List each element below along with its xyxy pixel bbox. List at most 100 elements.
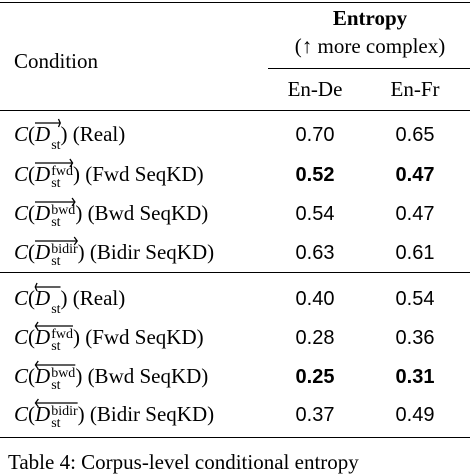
sub-sup: bwd st <box>51 366 76 393</box>
direction-arrow <box>35 360 75 370</box>
subscript: st <box>51 378 61 393</box>
sub-sup: st <box>51 302 61 317</box>
caption: Table 4: Corpus-level conditional entrop… <box>8 450 359 474</box>
value-cell: 0.54 <box>295 203 335 225</box>
header-rule <box>0 110 470 112</box>
condition-label: (Bwd SeqKD) <box>87 201 209 225</box>
function-symbol: C <box>14 364 29 388</box>
close-paren: ) <box>75 364 83 388</box>
value-cell: 0.40 <box>295 288 335 310</box>
sub-sup: fwd st <box>51 164 73 191</box>
open-paren: ( <box>28 325 36 349</box>
dataset-letter: D <box>35 122 51 146</box>
value-cell: 0.49 <box>395 404 435 426</box>
superscript: bwd <box>51 366 76 381</box>
condition: C(D fwd st) (Fwd SeqKD) <box>14 162 204 191</box>
function-symbol: C <box>14 122 29 146</box>
condition-label: (Fwd SeqKD) <box>85 162 204 186</box>
open-paren: ( <box>28 240 36 264</box>
condition: C(D bwd st) (Bwd SeqKD) <box>14 201 209 230</box>
function-symbol: C <box>14 201 29 225</box>
direction-arrow <box>35 236 78 246</box>
open-paren: ( <box>28 201 36 225</box>
value-cell: 0.31 <box>395 366 435 388</box>
superscript: bidir <box>51 242 78 257</box>
group-rule <box>268 68 470 69</box>
open-paren: ( <box>28 162 36 186</box>
column-header: En-Fr <box>390 77 440 101</box>
superscript: bidir <box>51 404 78 419</box>
value-cell: 0.47 <box>395 203 435 225</box>
close-paren: ) <box>75 201 83 225</box>
function-symbol: C <box>14 286 29 310</box>
subscript: st <box>51 254 61 269</box>
value-cell: 0.25 <box>295 366 335 388</box>
value-cell: 0.36 <box>395 327 435 349</box>
subscript: st <box>51 416 61 431</box>
close-paren: ) <box>60 122 68 146</box>
group-title: Entropy <box>332 6 408 30</box>
dataset-letter: D <box>35 364 51 388</box>
group-separator <box>0 272 470 274</box>
subscript: st <box>51 302 61 317</box>
dataset-letter: D <box>35 162 51 186</box>
value-cell: 0.54 <box>395 288 435 310</box>
dataset-letter: D <box>35 325 51 349</box>
condition: C(D bidir st) (Bidir SeqKD) <box>14 402 215 431</box>
direction-arrow <box>35 118 61 128</box>
sub-sup: bidir st <box>51 404 78 431</box>
direction-arrow <box>35 158 73 168</box>
direction-arrow <box>35 321 73 331</box>
superscript: bwd <box>51 203 76 218</box>
condition-header: Condition <box>14 49 99 73</box>
dataset-letter: D <box>35 201 51 225</box>
value-cell: 0.61 <box>395 242 435 264</box>
condition: C(D st) (Real) <box>14 122 125 153</box>
group-subtitle: (↑ more complex) <box>294 34 446 58</box>
dataset-letter: D <box>35 402 51 426</box>
subscript: st <box>51 215 61 230</box>
direction-arrow <box>35 398 78 408</box>
condition: C(D st) (Real) <box>14 286 126 317</box>
dataset-letter: D <box>35 286 51 310</box>
condition-label: (Bidir SeqKD) <box>89 402 215 426</box>
function-symbol: C <box>14 402 29 426</box>
function-symbol: C <box>14 325 29 349</box>
superscript: fwd <box>51 164 73 179</box>
open-paren: ( <box>28 286 36 310</box>
value-cell: 0.70 <box>295 124 335 146</box>
condition: C(D bwd st) (Bwd SeqKD) <box>14 364 209 393</box>
condition-label: (Real) <box>72 286 126 310</box>
condition-label: (Bidir SeqKD) <box>89 240 215 264</box>
condition: C(D fwd st) (Fwd SeqKD) <box>14 325 204 354</box>
value-cell: 0.52 <box>295 164 335 186</box>
close-paren: ) <box>60 286 68 310</box>
dataset-letter: D <box>35 240 51 264</box>
value-cell: 0.28 <box>295 327 335 349</box>
sub-sup: bidir st <box>51 242 78 269</box>
top-rule <box>0 2 470 4</box>
direction-arrow <box>35 197 75 207</box>
condition-label: (Bwd SeqKD) <box>87 364 209 388</box>
value-cell: 0.37 <box>295 404 335 426</box>
open-paren: ( <box>28 122 36 146</box>
condition: C(D bidir st) (Bidir SeqKD) <box>14 240 215 269</box>
open-paren: ( <box>28 402 36 426</box>
superscript: fwd <box>51 327 73 342</box>
function-symbol: C <box>14 240 29 264</box>
subscript: st <box>51 176 61 191</box>
value-cell: 0.63 <box>295 242 335 264</box>
close-paren: ) <box>77 402 85 426</box>
sub-sup: bwd st <box>51 203 76 230</box>
sub-sup: st <box>51 139 60 153</box>
subscript: st <box>51 339 61 354</box>
column-header: En-De <box>287 77 343 101</box>
